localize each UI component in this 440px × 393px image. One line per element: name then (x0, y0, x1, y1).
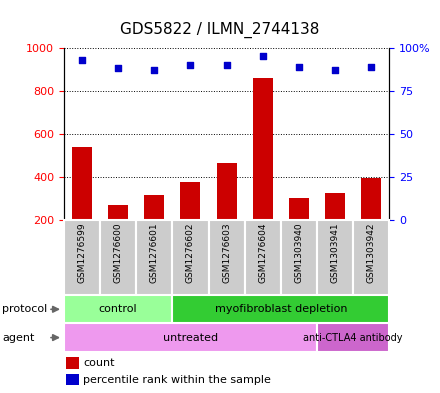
Point (223, 62, 230, 68)
Text: GDS5822 / ILMN_2744138: GDS5822 / ILMN_2744138 (120, 22, 320, 38)
Point (187, 62, 194, 68)
Point (78, 57, 85, 63)
Bar (325, 193, 345, 264)
Point (332, 67, 339, 73)
FancyBboxPatch shape (64, 220, 100, 295)
Point (114, 65, 121, 72)
Text: myofibroblast depletion: myofibroblast depletion (215, 304, 347, 314)
Bar (172, 295, 389, 323)
Text: GSM1276599: GSM1276599 (77, 223, 86, 283)
Bar (144, 195, 164, 264)
FancyBboxPatch shape (136, 220, 172, 295)
Text: GSM1276602: GSM1276602 (186, 223, 195, 283)
Bar (66, 374, 79, 385)
Bar (253, 78, 273, 264)
Text: control: control (99, 304, 137, 314)
Text: GSM1303942: GSM1303942 (367, 223, 376, 283)
Bar (108, 205, 128, 264)
Bar (289, 198, 309, 264)
Text: protocol: protocol (2, 304, 48, 314)
FancyBboxPatch shape (172, 220, 209, 295)
FancyBboxPatch shape (281, 220, 317, 295)
FancyBboxPatch shape (353, 220, 389, 295)
Bar (216, 163, 237, 264)
Point (259, 53, 266, 59)
Bar (64, 323, 317, 352)
Bar (361, 178, 381, 264)
Point (151, 67, 158, 73)
Text: GSM1276604: GSM1276604 (258, 223, 267, 283)
Bar (72, 147, 92, 264)
Text: GSM1276603: GSM1276603 (222, 223, 231, 283)
FancyBboxPatch shape (100, 220, 136, 295)
Text: untreated: untreated (163, 332, 218, 343)
Bar (180, 182, 200, 264)
Text: GSM1303940: GSM1303940 (294, 223, 304, 283)
Bar (317, 323, 389, 352)
Text: GSM1276601: GSM1276601 (150, 223, 159, 283)
Text: count: count (83, 358, 115, 368)
Bar (66, 357, 79, 369)
Text: GSM1303941: GSM1303941 (330, 223, 340, 283)
Bar (64, 295, 172, 323)
Point (368, 63, 375, 70)
Text: agent: agent (2, 332, 35, 343)
Point (295, 63, 302, 70)
FancyBboxPatch shape (209, 220, 245, 295)
Text: GSM1276600: GSM1276600 (114, 223, 123, 283)
FancyBboxPatch shape (317, 220, 353, 295)
Text: anti-CTLA4 antibody: anti-CTLA4 antibody (304, 332, 403, 343)
FancyBboxPatch shape (245, 220, 281, 295)
Text: percentile rank within the sample: percentile rank within the sample (83, 375, 271, 385)
